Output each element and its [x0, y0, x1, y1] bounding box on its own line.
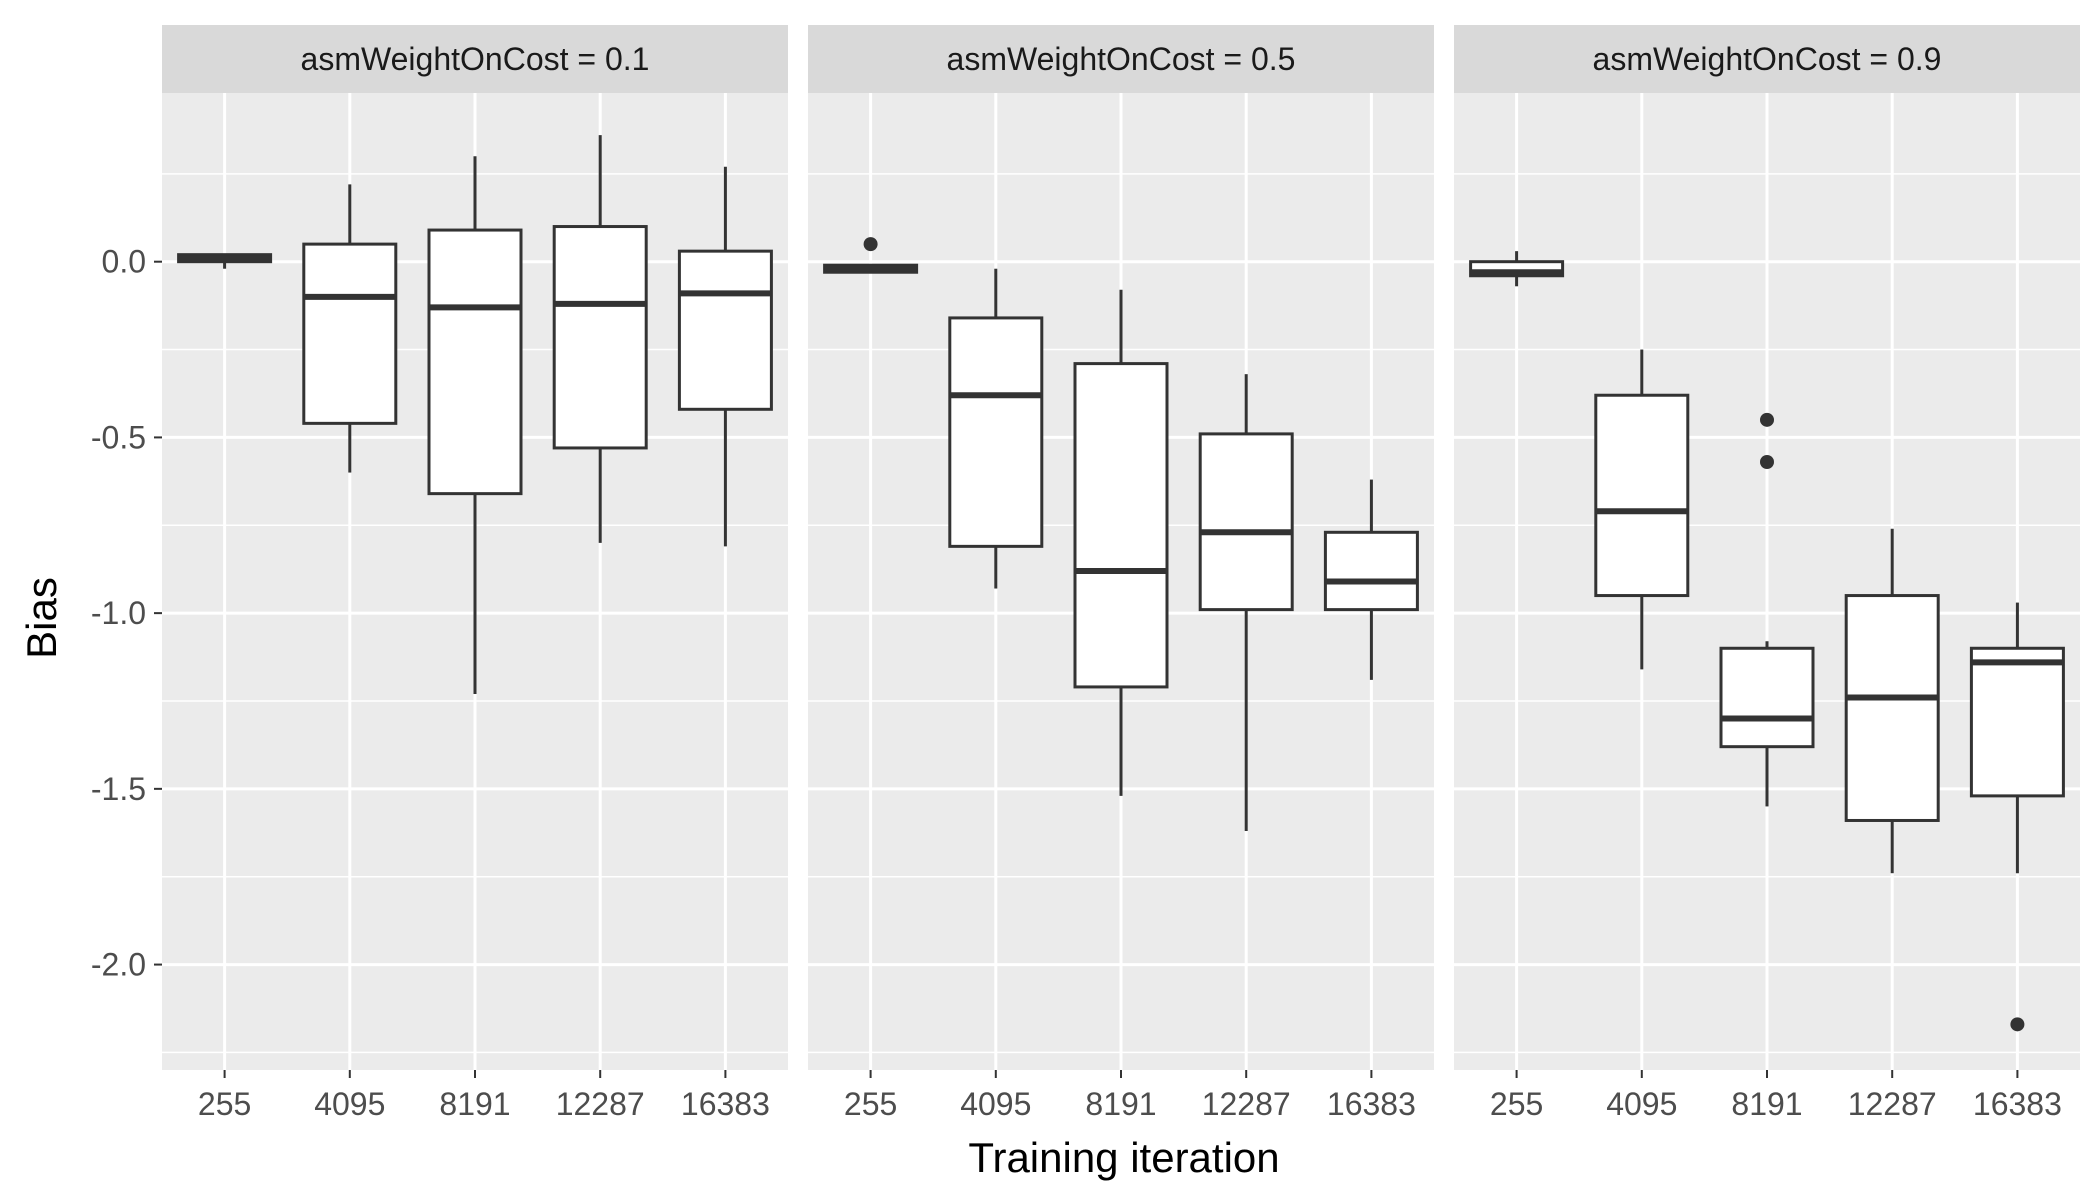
- x-tick-label: 8191: [1731, 1086, 1802, 1122]
- x-tick-label: 4095: [1606, 1086, 1677, 1122]
- outlier-point: [1760, 455, 1774, 470]
- box-iqr: [1073, 362, 1169, 689]
- y-tick-label: -1.5: [91, 771, 146, 807]
- box-4095: [948, 268, 1044, 589]
- box-12287: [552, 135, 648, 543]
- box-iqr: [1323, 530, 1419, 612]
- box-12287: [1198, 374, 1294, 832]
- box-8191: [427, 156, 523, 694]
- x-tick-label: 16383: [681, 1086, 770, 1122]
- box-iqr: [302, 242, 398, 425]
- box-16383: [677, 166, 773, 547]
- facet-strip-label: asmWeightOnCost = 0.1: [301, 41, 650, 77]
- facet-strip: [162, 25, 788, 93]
- box-8191: [1073, 289, 1169, 796]
- box-iqr: [427, 228, 523, 496]
- box-12287: [1844, 528, 1940, 874]
- box-4095: [1594, 349, 1690, 670]
- box-iqr: [948, 316, 1044, 548]
- box-iqr: [1594, 393, 1690, 598]
- box-16383: [1969, 602, 2065, 1032]
- box-16383: [1323, 479, 1419, 680]
- facet-strip-label: asmWeightOnCost = 0.5: [947, 41, 1296, 77]
- x-tick-label: 12287: [556, 1086, 645, 1122]
- x-tick-label: 8191: [1085, 1086, 1156, 1122]
- box-iqr: [552, 225, 648, 450]
- box-iqr: [1719, 646, 1815, 749]
- box-iqr: [1844, 594, 1940, 822]
- y-axis-title: Bias: [18, 577, 65, 659]
- box-iqr: [1198, 432, 1294, 612]
- y-tick-label: -1.0: [91, 595, 146, 631]
- facet-panel-2: asmWeightOnCost = 0.5 255 4095 8191 12287 163…: [808, 25, 1434, 1122]
- box-255: [1469, 251, 1565, 287]
- x-tick-label: 12287: [1848, 1086, 1937, 1122]
- outlier-point: [2010, 1017, 2025, 1032]
- box-8191: [1719, 412, 1815, 807]
- x-tick-label: 12287: [1202, 1086, 1291, 1122]
- box-255: [177, 253, 273, 269]
- box-iqr: [1969, 646, 2065, 798]
- y-tick-label: -2.0: [91, 947, 146, 983]
- x-tick-label: 4095: [960, 1086, 1031, 1122]
- facet-panel-1: asmWeightOnCost = 0.1 255 4095 8191 12287 163…: [162, 25, 788, 1122]
- x-tick-label: 255: [198, 1086, 251, 1122]
- x-tick-label: 8191: [439, 1086, 510, 1122]
- box-4095: [302, 184, 398, 473]
- y-tick-label: -0.5: [91, 419, 146, 455]
- facet-panel-3: asmWeightOnCost = 0.9 255 4095 8191 12287 163…: [1454, 25, 2080, 1122]
- x-tick-label: 4095: [314, 1086, 385, 1122]
- outlier-point: [1760, 412, 1774, 427]
- x-axis-title: Training iteration: [968, 1134, 1279, 1181]
- facet-strip: [808, 25, 1434, 93]
- facet-strip-label: asmWeightOnCost = 0.9: [1593, 41, 1942, 77]
- facet-strip: [1454, 25, 2080, 93]
- y-axis: 0.0 -0.5 -1.0 -1.5 -2.0: [91, 244, 162, 983]
- y-tick-label: 0.0: [102, 244, 146, 280]
- x-tick-label: 255: [1490, 1086, 1543, 1122]
- x-tick-label: 16383: [1973, 1086, 2062, 1122]
- x-tick-label: 255: [844, 1086, 897, 1122]
- outlier-point: [863, 237, 878, 252]
- box-255: [823, 237, 919, 274]
- panels-layer: asmWeightOnCost = 0.1 255 4095 8191 12287 163…: [162, 25, 2080, 1122]
- box-iqr: [677, 249, 773, 411]
- x-tick-label: 16383: [1327, 1086, 1416, 1122]
